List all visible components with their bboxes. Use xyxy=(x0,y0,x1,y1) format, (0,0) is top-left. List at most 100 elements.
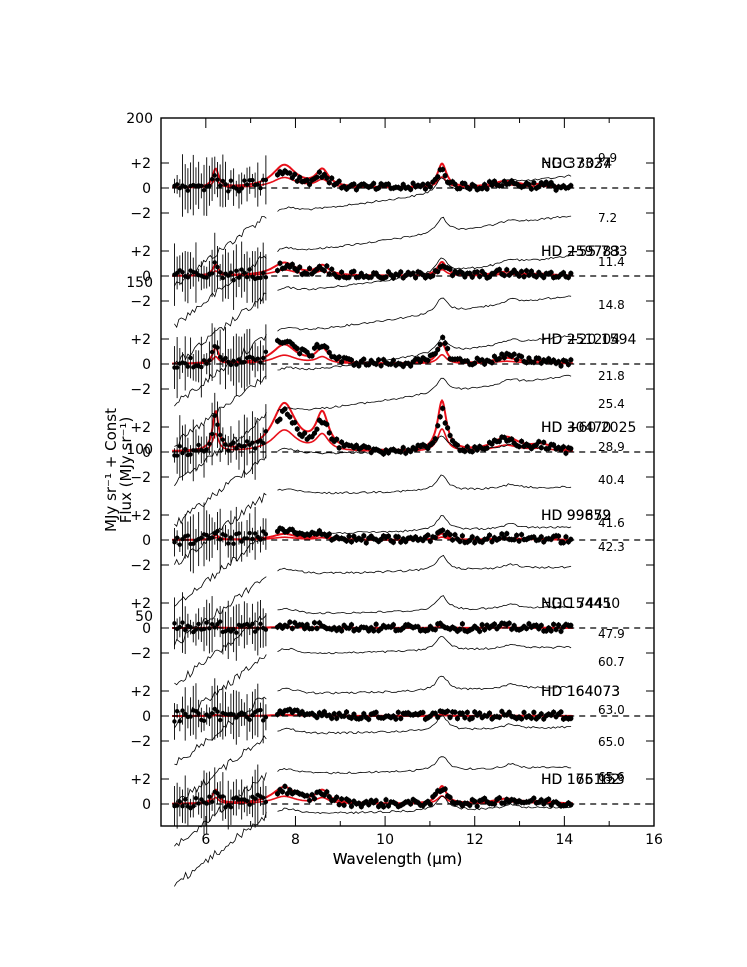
data-point xyxy=(209,621,215,627)
data-point xyxy=(242,270,247,276)
data-point xyxy=(378,363,384,369)
data-point xyxy=(538,622,544,629)
data-point xyxy=(375,357,382,363)
data-point xyxy=(183,627,188,633)
data-point xyxy=(255,626,261,631)
data-point xyxy=(217,432,223,438)
data-point xyxy=(311,620,318,626)
data-point xyxy=(339,628,345,634)
data-point xyxy=(207,183,212,188)
data-point xyxy=(196,801,201,806)
data-point xyxy=(236,531,242,536)
separation-label: 60.7 xyxy=(598,655,625,669)
data-point xyxy=(201,718,207,724)
reference-spectrum-long xyxy=(277,595,572,615)
data-point xyxy=(321,709,327,715)
data-point xyxy=(250,536,255,542)
data-point xyxy=(533,274,539,280)
reference-spectrum-long xyxy=(277,756,572,775)
data-point xyxy=(209,535,215,540)
data-point xyxy=(563,534,569,540)
data-point xyxy=(228,362,234,368)
data-point xyxy=(204,275,209,280)
data-point xyxy=(477,628,483,634)
data-point xyxy=(489,441,495,447)
data-point xyxy=(358,715,364,721)
data-point xyxy=(506,620,512,626)
data-point xyxy=(336,801,342,808)
data-point xyxy=(326,349,332,356)
data-point xyxy=(258,537,263,542)
data-point xyxy=(319,712,325,718)
data-point xyxy=(217,354,223,360)
data-point xyxy=(536,355,542,361)
y-tick-label: 0 xyxy=(142,621,151,637)
data-point xyxy=(215,264,220,270)
data-point xyxy=(284,790,290,797)
data-point xyxy=(341,802,347,808)
data-point xyxy=(226,448,231,453)
y-tick-label: −2 xyxy=(130,646,151,662)
data-point xyxy=(346,274,352,280)
star-name-overlay-label: HD 37327 xyxy=(541,156,611,172)
data-point xyxy=(220,178,226,184)
data-point xyxy=(287,414,293,420)
data-point xyxy=(228,535,234,540)
y-tick-label: 0 xyxy=(142,357,151,373)
star-name-label: HD 165162 xyxy=(541,772,620,788)
data-point xyxy=(282,406,288,412)
data-point xyxy=(193,795,199,801)
data-point xyxy=(383,274,389,280)
data-point xyxy=(432,436,438,442)
data-point xyxy=(538,797,544,803)
data-point xyxy=(390,357,396,363)
data-point xyxy=(420,181,426,187)
data-point xyxy=(398,186,404,192)
data-point xyxy=(284,623,290,630)
y-tick-label: +2 xyxy=(130,244,151,260)
data-point xyxy=(462,448,468,454)
reference-spectrum-short xyxy=(174,455,267,527)
data-point xyxy=(435,423,441,429)
data-point xyxy=(236,275,242,280)
data-point xyxy=(336,178,342,184)
data-point xyxy=(177,542,183,547)
data-point xyxy=(422,186,429,192)
x-tick-label: 6 xyxy=(201,832,210,848)
y-tick-label: −2 xyxy=(130,470,151,486)
data-point xyxy=(380,451,387,457)
data-point xyxy=(239,267,244,272)
data-point xyxy=(201,358,207,363)
data-point xyxy=(536,439,542,445)
data-point xyxy=(234,186,239,191)
data-point xyxy=(244,439,250,444)
data-point xyxy=(304,177,310,183)
data-point xyxy=(558,709,564,715)
data-point xyxy=(193,627,199,632)
data-point xyxy=(274,791,281,797)
data-point xyxy=(496,438,502,444)
data-point xyxy=(282,783,288,789)
data-point xyxy=(437,341,443,348)
data-point xyxy=(348,715,355,721)
data-point xyxy=(496,266,502,273)
data-point xyxy=(447,432,453,439)
data-point xyxy=(558,363,564,369)
y-tick-label: −2 xyxy=(130,558,151,574)
data-point xyxy=(299,622,305,628)
data-point xyxy=(420,709,426,716)
data-point xyxy=(469,715,475,721)
data-point xyxy=(555,622,562,628)
reference-spectrum-short xyxy=(174,811,267,887)
data-point xyxy=(474,269,480,275)
x-axis-title-overlay: Wavelength (µm) xyxy=(333,850,463,868)
star-name-overlay-label: HD 99659 xyxy=(541,508,611,524)
data-point xyxy=(306,181,313,187)
data-point xyxy=(215,791,220,796)
data-point xyxy=(215,528,220,534)
data-point xyxy=(445,425,451,431)
data-point xyxy=(239,186,244,191)
data-point xyxy=(348,357,355,363)
data-point xyxy=(263,275,269,280)
data-point xyxy=(442,173,448,179)
